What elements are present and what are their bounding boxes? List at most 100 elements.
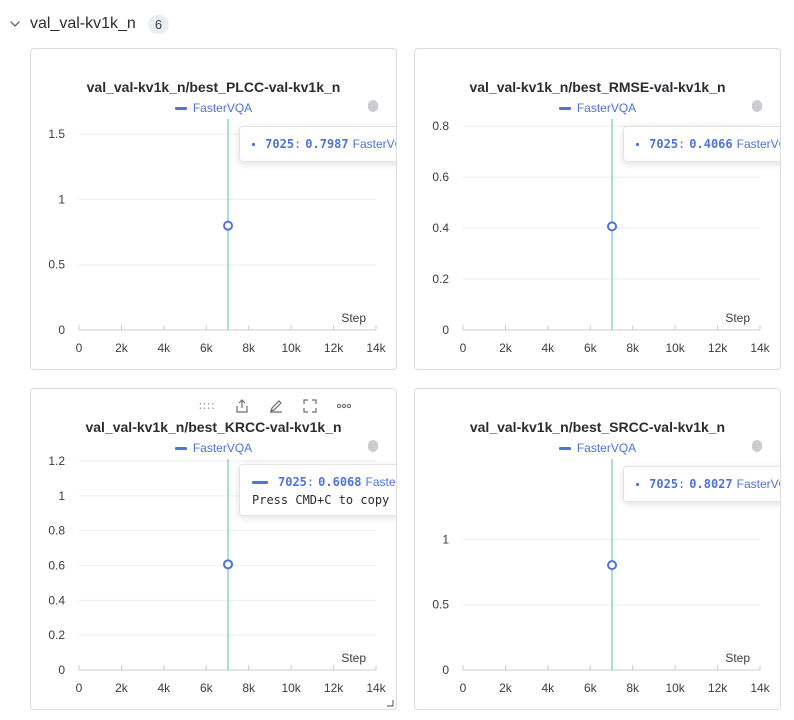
data-point [223, 559, 234, 570]
legend[interactable]: FasterVQA [31, 101, 396, 115]
x-tick-label: 14k [750, 681, 770, 695]
x-tick-label: 14k [366, 681, 386, 695]
y-tick-label: 0.8 [48, 524, 65, 538]
x-tick-label: 0 [76, 681, 83, 695]
panel-count-badge: 6 [147, 14, 170, 34]
share-icon[interactable] [233, 397, 251, 415]
tooltip-series: FasterVQA [736, 477, 780, 491]
y-tick-label: 0.6 [432, 170, 449, 184]
x-tick-label: 4k [542, 341, 556, 355]
y-tick-label: 0.6 [48, 559, 65, 573]
legend-swatch [174, 447, 187, 451]
tooltip-swatch [636, 142, 640, 146]
x-axis-label: Step [725, 311, 750, 325]
x-tick-label: 4k [158, 341, 172, 355]
y-tick-label: 0.4 [432, 221, 449, 235]
x-tick-label: 12k [324, 681, 344, 695]
fullscreen-icon[interactable] [301, 397, 319, 415]
x-tick-label: 14k [750, 341, 770, 355]
tooltip-step: 7025 [265, 137, 295, 151]
x-tick-label: 8k [626, 681, 640, 695]
y-tick-label: 0.8 [432, 119, 449, 133]
legend-scroll-handle[interactable] [752, 100, 762, 112]
chart-panel-krcc[interactable]: val_val-kv1k_n/best_KRCC-val-kv1k_n Fast… [30, 388, 397, 710]
x-tick-label: 6k [584, 681, 598, 695]
panel-title: val_val-kv1k_n/best_KRCC-val-kv1k_n [85, 419, 342, 435]
y-tick-label: 0 [442, 323, 449, 337]
panel-title: val_val-kv1k_n/best_SRCC-val-kv1k_n [469, 419, 726, 435]
chart-panel-srcc[interactable]: val_val-kv1k_n/best_SRCC-val-kv1k_n Fast… [414, 388, 781, 710]
x-tick-label: 8k [626, 341, 640, 355]
data-point [607, 560, 618, 571]
x-tick-label: 0 [460, 341, 467, 355]
y-tick-label: 0 [58, 323, 65, 337]
x-tick-label: 2k [499, 681, 513, 695]
chart-plot[interactable]: 0 0.5 1 0 2k 4k 6k 8k 10k 12k 14k Step [415, 389, 780, 709]
legend[interactable]: FasterVQA [415, 441, 780, 455]
x-tick-label: 12k [708, 341, 728, 355]
panel-toolbar [199, 397, 353, 415]
section-header[interactable]: val_val-kv1k_n 6 [8, 10, 170, 38]
legend-swatch [174, 107, 187, 111]
legend[interactable]: FasterVQA [31, 441, 396, 455]
data-point [223, 220, 234, 231]
legend-label: FasterVQA [192, 441, 253, 455]
drag-handle-icon[interactable] [199, 397, 217, 415]
legend-label: FasterVQA [576, 441, 637, 455]
tooltip-swatch [252, 142, 256, 146]
legend-swatch [558, 447, 571, 451]
tooltip-swatch [636, 482, 640, 486]
x-tick-label: 2k [499, 341, 513, 355]
y-tick-label: 0.5 [48, 258, 65, 272]
y-tick-label: 0.2 [432, 272, 449, 286]
data-tooltip: 7025: 0.8027 FasterVQA [623, 466, 780, 502]
x-tick-label: 10k [281, 341, 301, 355]
tooltip-value: 0.6068 [318, 475, 362, 489]
legend-scroll-handle[interactable] [368, 440, 378, 452]
chevron-down-icon[interactable] [8, 17, 22, 31]
y-tick-label: 1.2 [48, 454, 65, 468]
x-tick-label: 0 [460, 681, 467, 695]
more-options-icon[interactable] [335, 397, 353, 415]
panel-title: val_val-kv1k_n/best_PLCC-val-kv1k_n [86, 79, 341, 95]
chart-plot[interactable]: 0 0.2 0.4 0.6 0.8 1 1.2 0 2k 4k 6k 8k 10k 12k 14k Step [31, 389, 396, 709]
chart-panel-rmse[interactable]: val_val-kv1k_n/best_RMSE-val-kv1k_n Fast… [414, 48, 781, 370]
x-tick-label: 10k [281, 681, 301, 695]
tooltip-series: FasterVQA [352, 137, 396, 151]
tooltip-step: 7025 [278, 475, 307, 489]
chart-plot[interactable]: 0 0.2 0.4 0.6 0.8 0 2k 4k 6k 8k 10k 12k 14k Step [415, 49, 780, 369]
x-tick-label: 8k [242, 681, 256, 695]
edit-icon[interactable] [267, 397, 285, 415]
x-tick-label: 8k [242, 341, 256, 355]
x-tick-label: 10k [665, 681, 685, 695]
y-tick-label: 1 [58, 192, 65, 206]
tooltip-copy-hint: Press CMD+C to copy this data [252, 493, 396, 507]
tooltip-swatch [252, 480, 268, 484]
x-tick-label: 4k [158, 681, 172, 695]
x-tick-label: 2k [115, 681, 129, 695]
chart-panel-plcc[interactable]: val_val-kv1k_n/best_PLCC-val-kv1k_n Fast… [30, 48, 397, 370]
x-axis-label: Step [341, 311, 366, 325]
x-axis-label: Step [725, 651, 750, 665]
tooltip-series: FasterVQA [736, 137, 780, 151]
x-tick-label: 4k [542, 681, 556, 695]
x-tick-label: 0 [76, 341, 83, 355]
tooltip-series: FasterVQA [365, 475, 397, 489]
y-tick-label: 0.2 [48, 628, 65, 642]
x-tick-label: 2k [115, 341, 129, 355]
x-tick-label: 14k [366, 341, 386, 355]
legend-scroll-handle[interactable] [368, 100, 378, 112]
legend-swatch [558, 107, 571, 111]
x-tick-label: 12k [708, 681, 728, 695]
resize-handle-icon[interactable] [386, 699, 394, 707]
chart-plot[interactable]: 0 0.5 1 1.5 0 2k 4k 6k 8k 10k 12k 14k Step [31, 49, 396, 369]
x-tick-label: 6k [584, 341, 598, 355]
tooltip-value: 0.8027 [689, 477, 733, 491]
panel-title: val_val-kv1k_n/best_RMSE-val-kv1k_n [469, 79, 726, 95]
y-tick-label: 0 [442, 663, 449, 677]
legend[interactable]: FasterVQA [415, 101, 780, 115]
tooltip-step: 7025 [649, 477, 679, 491]
legend-scroll-handle[interactable] [752, 440, 762, 452]
legend-label: FasterVQA [576, 101, 637, 115]
tooltip-step: 7025 [649, 137, 679, 151]
